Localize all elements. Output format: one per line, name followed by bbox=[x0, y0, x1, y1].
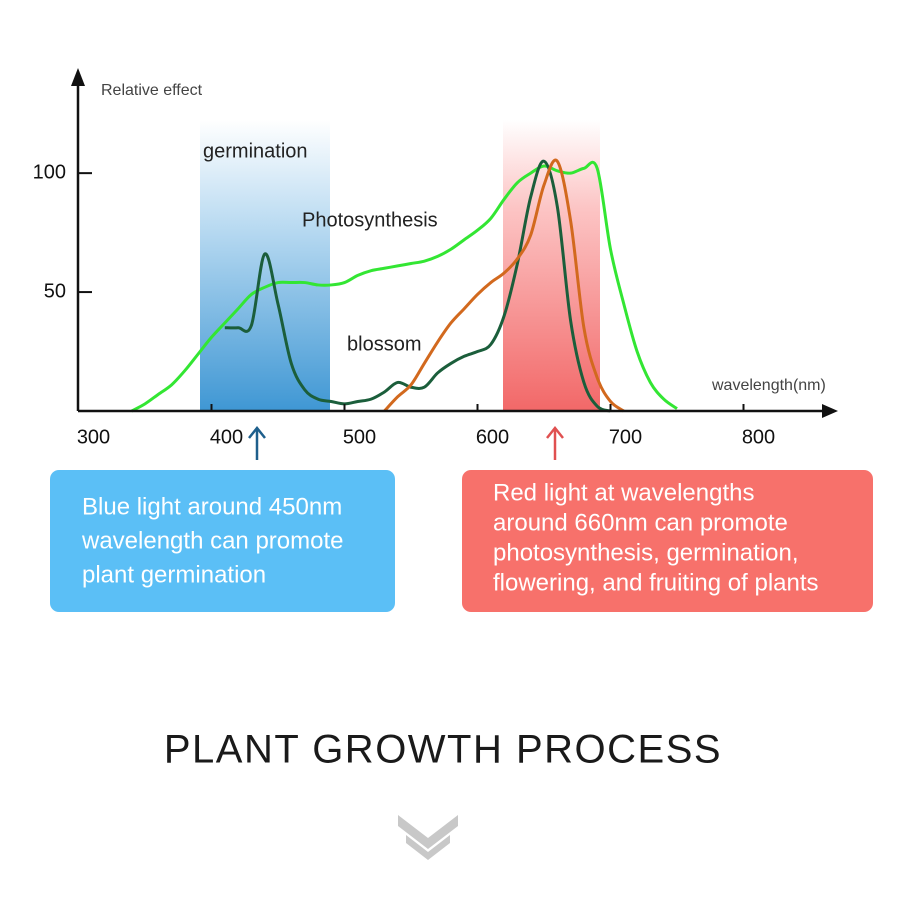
x-tick-label: 400 bbox=[210, 426, 243, 448]
x-tick-label: 500 bbox=[343, 426, 376, 448]
callout-line: Red light at wavelengths bbox=[493, 479, 755, 506]
red-callout-box bbox=[462, 470, 873, 612]
callout-line: wavelength can promote bbox=[81, 527, 344, 554]
series-line bbox=[383, 158, 625, 413]
footer-title: PLANT GROWTH PROCESS bbox=[164, 728, 722, 772]
blue-callout-box bbox=[50, 470, 395, 612]
plot bbox=[130, 158, 678, 413]
callout-line: plant germination bbox=[82, 561, 266, 588]
callout-text: Blue light around 450nm wavelength can pr… bbox=[81, 493, 344, 588]
y-tick-label: 100 bbox=[33, 161, 66, 183]
blue-band bbox=[200, 120, 330, 411]
x-tick-label: 300 bbox=[77, 426, 110, 448]
series-label: Photosynthesis bbox=[302, 209, 438, 231]
x-tick-label: 700 bbox=[609, 426, 642, 448]
callout-line: Blue light around 450nm bbox=[82, 493, 342, 520]
series-label: germination bbox=[203, 140, 308, 162]
x-axis-arrow bbox=[822, 404, 838, 418]
down-chevron bbox=[398, 815, 458, 860]
y-axis-arrow bbox=[71, 68, 85, 86]
callout-line: flowering, and fruiting of plants bbox=[493, 569, 819, 596]
y-tick-label: 50 bbox=[44, 280, 66, 302]
y-axis-label: Relative effect bbox=[101, 82, 203, 99]
callout-line: around 660nm can promote bbox=[493, 509, 788, 536]
series-label: blossom bbox=[347, 333, 421, 355]
series-line bbox=[130, 160, 678, 413]
callout-line: photosynthesis, germination, bbox=[493, 539, 799, 566]
blue-arrow bbox=[248, 425, 266, 460]
x-axis-label: wavelength(nm) bbox=[711, 377, 826, 394]
x-tick-label: 800 bbox=[742, 426, 775, 448]
callout-text: Red light at wavelengths around 660nm can… bbox=[493, 479, 819, 596]
x-tick-label: 600 bbox=[476, 426, 509, 448]
red-arrow bbox=[546, 425, 564, 460]
